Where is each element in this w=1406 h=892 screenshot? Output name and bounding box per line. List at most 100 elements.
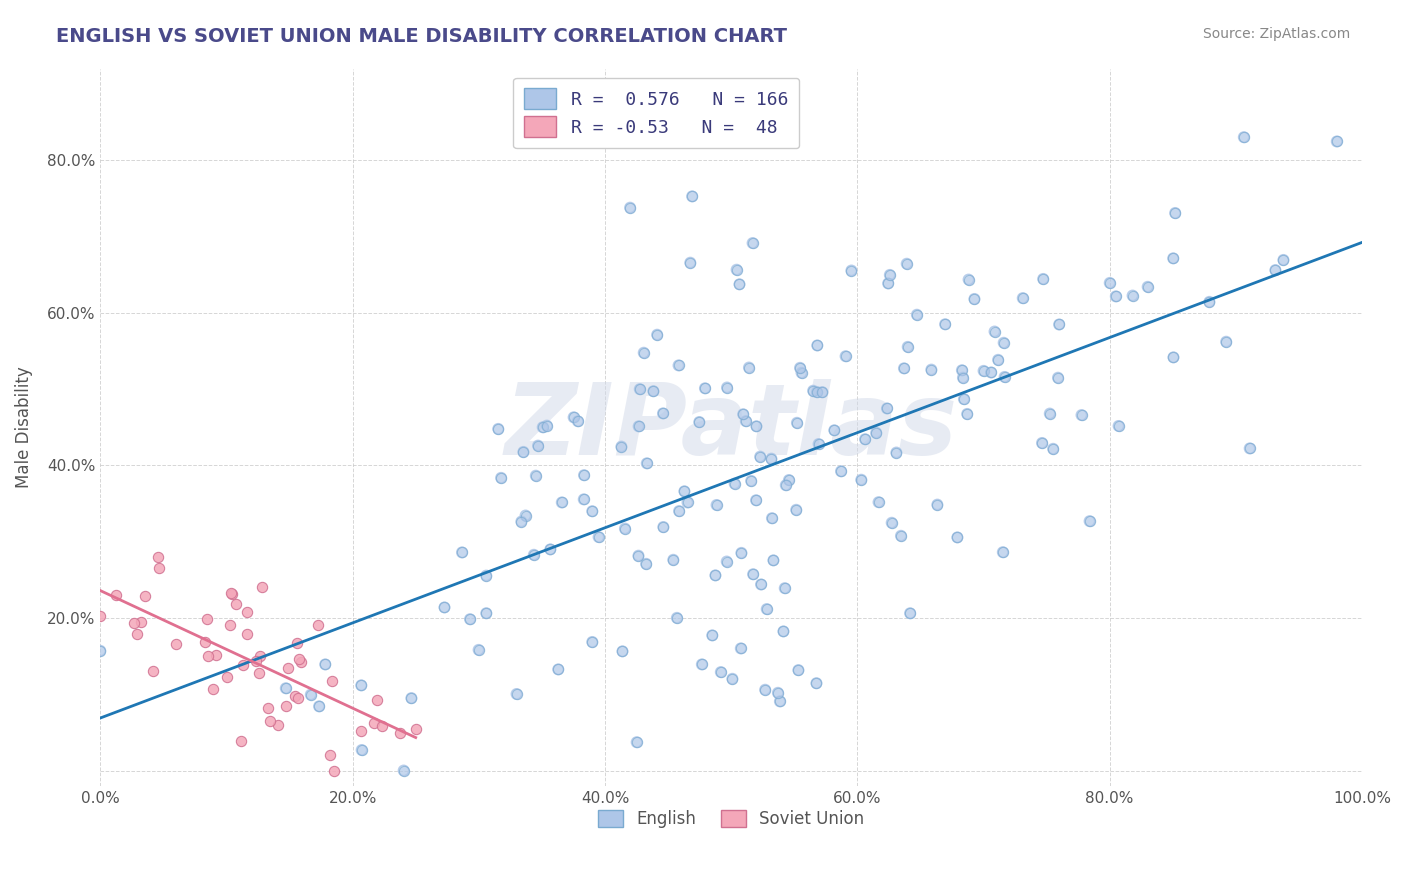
Point — [193, 635, 215, 649]
Point — [505, 687, 527, 701]
Point — [745, 419, 768, 434]
Point — [1215, 334, 1237, 349]
Point — [366, 693, 388, 707]
Point — [458, 612, 481, 626]
Point — [830, 464, 852, 478]
Point — [1136, 280, 1159, 294]
Point — [733, 407, 755, 421]
Point — [755, 602, 778, 616]
Point — [610, 440, 633, 454]
Point — [197, 648, 219, 663]
Point — [690, 657, 713, 672]
Point — [523, 548, 546, 562]
Point — [806, 385, 828, 400]
Point — [475, 568, 498, 582]
Point — [761, 451, 783, 466]
Point — [475, 606, 498, 620]
Point — [893, 361, 915, 376]
Point — [790, 366, 813, 380]
Point — [202, 681, 225, 696]
Point — [89, 644, 111, 658]
Point — [1105, 289, 1128, 303]
Point — [205, 648, 228, 662]
Point — [963, 292, 986, 306]
Point — [1198, 294, 1220, 309]
Point — [778, 473, 800, 487]
Point — [952, 370, 974, 384]
Point — [920, 362, 942, 376]
Point — [789, 360, 811, 375]
Point — [766, 686, 789, 700]
Point — [1108, 419, 1130, 434]
Point — [257, 701, 280, 715]
Point — [716, 380, 738, 394]
Point — [811, 385, 834, 400]
Point — [991, 545, 1014, 559]
Point — [104, 588, 127, 602]
Point — [725, 262, 748, 277]
Point — [880, 516, 903, 530]
Point — [801, 384, 824, 398]
Point — [994, 370, 1017, 384]
Point — [1078, 514, 1101, 528]
Point — [807, 437, 830, 451]
Point — [628, 382, 651, 396]
Point — [730, 641, 752, 656]
Point — [738, 360, 761, 375]
Point — [761, 511, 783, 525]
Point — [1039, 407, 1062, 421]
Point — [786, 416, 808, 430]
Point — [745, 419, 768, 434]
Point — [1122, 288, 1144, 302]
Point — [486, 422, 509, 436]
Point — [1198, 294, 1220, 309]
Point — [668, 504, 690, 518]
Point — [1047, 318, 1070, 332]
Point — [811, 385, 834, 400]
Point — [1161, 252, 1184, 266]
Point — [1011, 291, 1033, 305]
Point — [688, 415, 710, 429]
Legend: English, Soviet Union: English, Soviet Union — [591, 804, 872, 835]
Point — [716, 555, 738, 569]
Point — [665, 611, 688, 625]
Point — [350, 743, 373, 757]
Point — [610, 440, 633, 454]
Point — [389, 725, 412, 739]
Point — [773, 581, 796, 595]
Point — [307, 617, 329, 632]
Point — [688, 415, 710, 429]
Point — [952, 370, 974, 384]
Point — [723, 476, 745, 491]
Point — [219, 618, 242, 632]
Point — [567, 414, 589, 428]
Point — [371, 719, 394, 733]
Point — [350, 678, 373, 692]
Point — [259, 714, 281, 728]
Point — [785, 503, 807, 517]
Point — [830, 464, 852, 478]
Point — [551, 495, 574, 509]
Point — [277, 661, 299, 675]
Y-axis label: Male Disability: Male Disability — [15, 367, 32, 488]
Point — [401, 691, 423, 706]
Point — [973, 364, 995, 378]
Point — [728, 277, 751, 292]
Point — [801, 384, 824, 398]
Point — [879, 268, 901, 282]
Point — [588, 530, 610, 544]
Point — [581, 635, 603, 649]
Point — [627, 549, 650, 563]
Point — [274, 698, 297, 713]
Point — [789, 360, 811, 375]
Point — [221, 586, 243, 600]
Point — [742, 567, 765, 582]
Point — [905, 308, 928, 322]
Point — [314, 657, 336, 672]
Point — [1215, 334, 1237, 349]
Point — [1163, 351, 1185, 365]
Point — [841, 263, 863, 277]
Point — [772, 624, 794, 639]
Point — [538, 542, 561, 557]
Point — [274, 681, 297, 696]
